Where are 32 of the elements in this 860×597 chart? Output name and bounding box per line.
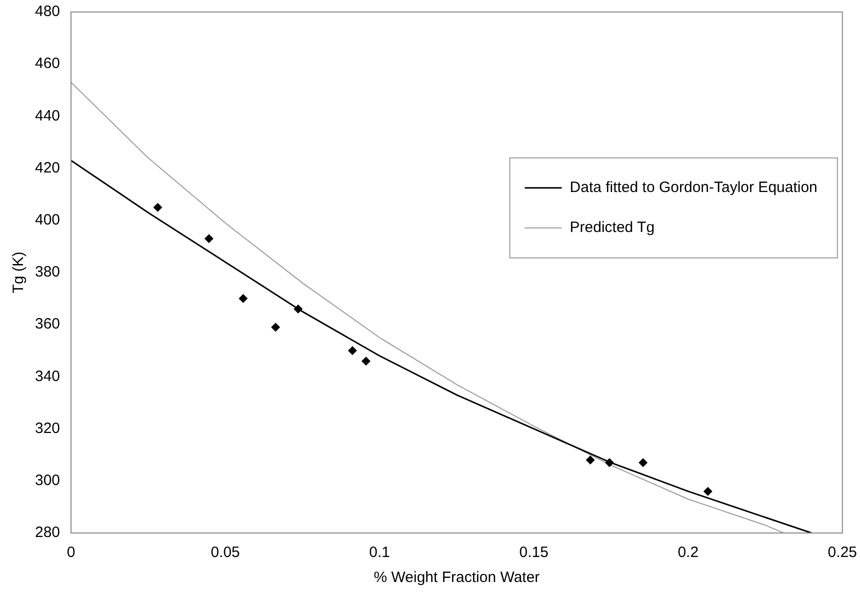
- x-tick-label: 0.05: [210, 544, 240, 562]
- y-tick-label: 460: [34, 55, 60, 72]
- x-tick-label: 0.15: [519, 544, 548, 562]
- point: [153, 202, 162, 212]
- point: [294, 304, 303, 314]
- y-tick-label: 360: [34, 316, 60, 333]
- y-tick-label: 380: [34, 264, 60, 281]
- x-tick-label: 0.2: [678, 544, 699, 562]
- point: [204, 234, 214, 244]
- y-tick-label: 400: [34, 212, 60, 229]
- legend-label: Predicted Tg: [570, 219, 655, 236]
- y-tick-label: 340: [34, 368, 60, 385]
- legend-label: Data fitted to Gordon-Taylor Equation: [570, 179, 818, 196]
- y-tick-label: 300: [34, 472, 60, 490]
- point: [348, 346, 357, 356]
- y-tick-label: 320: [34, 420, 60, 437]
- point: [362, 356, 370, 366]
- point: [604, 458, 614, 468]
- x-axis-title: % Weight Fraction Water: [374, 569, 540, 586]
- x-tick-label: 0: [66, 544, 76, 562]
- point: [703, 486, 712, 496]
- y-tick-label: 420: [34, 159, 60, 176]
- y-axis-title: Tg (K): [10, 252, 28, 294]
- point: [638, 458, 648, 468]
- x-tick-label: 0.1: [369, 544, 390, 562]
- point: [271, 322, 280, 332]
- point: [238, 294, 248, 304]
- y-tick-label: 480: [34, 3, 60, 20]
- point: [586, 456, 595, 465]
- y-tick-label: 440: [34, 107, 60, 124]
- y-tick-label: 280: [34, 524, 60, 542]
- x-tick-label: 0.25: [828, 544, 858, 562]
